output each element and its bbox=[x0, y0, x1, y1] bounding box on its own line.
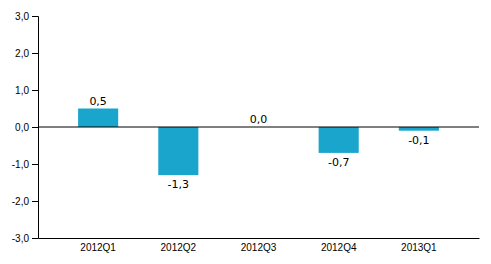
y-tick-mark bbox=[32, 53, 38, 54]
x-tick-label: 2012Q2 bbox=[161, 242, 197, 253]
bar bbox=[319, 127, 359, 153]
x-tick: 2012Q2 bbox=[161, 242, 197, 253]
y-tick: -2,0 bbox=[12, 196, 38, 207]
x-tick-label: 2013Q1 bbox=[401, 242, 437, 253]
y-axis: -3,0 -2,0 -1,0 0,0 1,0 2,0 3,0 bbox=[12, 11, 39, 244]
plot: -3,0-2,0-1,00,01,02,03,02012Q12012Q22012… bbox=[12, 11, 480, 253]
data-label: -0,7 bbox=[328, 156, 349, 169]
bar bbox=[78, 109, 118, 128]
y-tick-label: -3,0 bbox=[12, 233, 30, 244]
x-tick-label: 2012Q3 bbox=[241, 242, 277, 253]
y-tick: 2,0 bbox=[15, 48, 38, 59]
x-axis-line bbox=[39, 238, 480, 239]
data-label: 0,0 bbox=[250, 113, 268, 126]
y-tick-mark bbox=[32, 238, 38, 239]
data-labels: 0,5 -1,3 0,0 -0,7 -0,1 bbox=[89, 95, 429, 191]
y-tick: 0,0 bbox=[15, 122, 38, 133]
zero-line bbox=[38, 127, 479, 128]
y-tick: -3,0 bbox=[12, 233, 38, 244]
x-axis: 2012Q1 2012Q2 2012Q3 2012Q4 2013Q1 bbox=[39, 239, 480, 254]
y-tick-mark bbox=[32, 127, 38, 128]
y-tick-label: -1,0 bbox=[12, 159, 30, 170]
y-tick-label: 0,0 bbox=[15, 122, 29, 133]
bars bbox=[78, 109, 439, 176]
y-tick: -1,0 bbox=[12, 159, 38, 170]
y-tick-label: -2,0 bbox=[12, 196, 30, 207]
x-tick: 2012Q3 bbox=[241, 242, 277, 253]
bar bbox=[399, 127, 439, 131]
data-label: -1,3 bbox=[168, 178, 189, 191]
y-tick: 1,0 bbox=[15, 85, 38, 96]
y-tick-label: 1,0 bbox=[15, 85, 29, 96]
x-tick: 2012Q1 bbox=[80, 242, 116, 253]
y-tick-mark bbox=[32, 201, 38, 202]
y-tick-mark bbox=[32, 90, 38, 91]
y-tick: 3,0 bbox=[15, 11, 38, 22]
x-tick: 2013Q1 bbox=[401, 242, 437, 253]
x-tick: 2012Q4 bbox=[321, 242, 357, 253]
y-tick-mark bbox=[32, 164, 38, 165]
chart: -3,0-2,0-1,00,01,02,03,02012Q12012Q22012… bbox=[0, 0, 491, 264]
y-tick-label: 3,0 bbox=[15, 11, 29, 22]
x-tick-label: 2012Q4 bbox=[321, 242, 357, 253]
data-label: -0,1 bbox=[408, 134, 429, 147]
data-label: 0,5 bbox=[89, 95, 107, 108]
y-tick-mark bbox=[32, 16, 38, 17]
x-tick-label: 2012Q1 bbox=[80, 242, 116, 253]
bar bbox=[158, 127, 198, 175]
y-axis-line bbox=[32, 17, 39, 239]
y-tick-label: 2,0 bbox=[15, 48, 29, 59]
